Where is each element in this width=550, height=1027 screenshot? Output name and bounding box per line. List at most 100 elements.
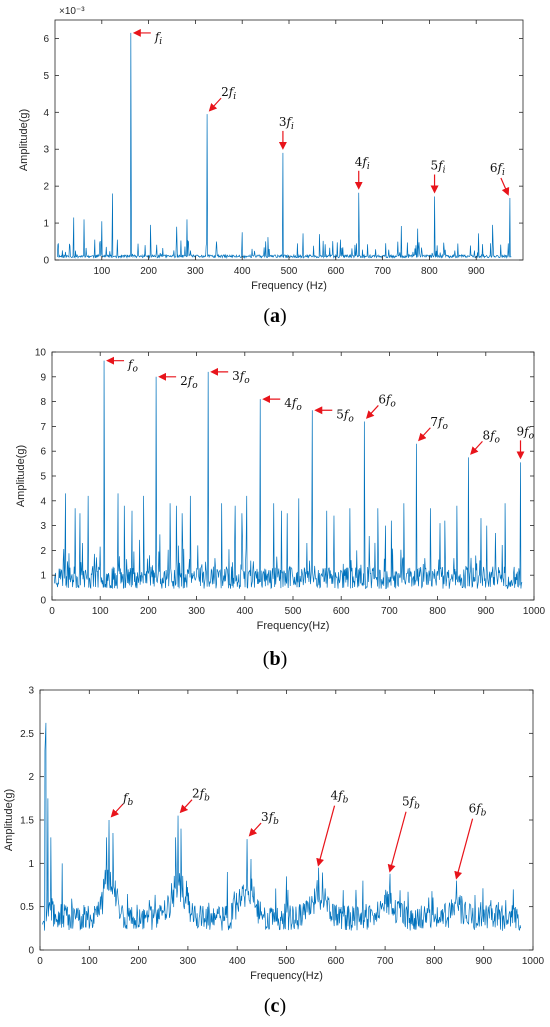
x-axis-label: Frequency(Hz)	[257, 620, 330, 632]
annotation-label-5: 6fb	[469, 802, 487, 819]
annotation-label-0: fi	[154, 30, 162, 47]
y-tick-label: 0.5	[20, 902, 34, 913]
annotation-arrow	[316, 805, 336, 867]
annotation-label-3: 4fb	[331, 789, 349, 806]
annotation-label-2: 3fb	[261, 810, 279, 827]
chart-a: 100 200 300 400 500 600 700 800 900 0 1 2 3 4 5 6 ×10⁻³ F…	[18, 6, 524, 327]
y-exponent-label: ×10⁻³	[59, 6, 85, 17]
x-tick-label: 400	[234, 266, 251, 277]
y-tick-label: 0	[28, 946, 34, 957]
annotation-arrow	[208, 97, 222, 112]
y-tick-label: 6	[40, 447, 46, 458]
x-tick-label: 800	[429, 606, 446, 617]
x-tick-label: 500	[281, 266, 298, 277]
annotation-label-2: 3fo	[232, 369, 250, 386]
x-axis-label: Frequency(Hz)	[250, 970, 323, 982]
y-tick-label: 10	[35, 348, 47, 359]
panel-label-b: (b)	[263, 648, 287, 670]
y-tick-label: 8	[40, 397, 46, 408]
annotation-arrow	[470, 440, 483, 455]
x-tick-label: 600	[327, 956, 344, 967]
x-tick-label: 0	[37, 956, 43, 967]
annotation-label-0: fo	[127, 358, 138, 375]
y-axis-label: Amplitude(g)	[3, 789, 15, 851]
panel-label-a: (a)	[263, 305, 286, 327]
y-tick-label: 7	[40, 422, 46, 433]
x-tick-label: 400	[236, 606, 253, 617]
y-tick-label: 9	[40, 372, 46, 383]
x-tick-label: 800	[426, 956, 443, 967]
chart-c: 0 100 200 300 400 500 600 700 800 900 1000 0 0.5 1 1.5…	[3, 686, 545, 1018]
y-tick-label: 2	[28, 772, 34, 783]
annotation-arrow	[418, 427, 431, 442]
y-tick-label: 2	[40, 546, 46, 557]
annotation-label-5: 6fo	[378, 392, 396, 409]
x-tick-label: 700	[377, 956, 394, 967]
y-tick-label: 6	[43, 34, 49, 45]
y-tick-label: 1.5	[20, 816, 34, 827]
x-tick-label: 300	[180, 956, 197, 967]
x-tick-label: 100	[81, 956, 98, 967]
x-tick-label: 200	[130, 956, 147, 967]
series-line	[56, 32, 512, 260]
annotation-label-5: 6fi	[490, 161, 505, 178]
annotation-label-1: 2fo	[180, 374, 198, 391]
y-tick-label: 3	[43, 145, 49, 156]
annotation-label-8: 9fo	[517, 424, 535, 441]
x-tick-label: 800	[421, 266, 438, 277]
chart-b: 0 100 200 300 400 500 600 700 800 900 1000 0 1 2 3 4 5 6 7…	[15, 348, 546, 671]
x-tick-label: 100	[93, 266, 110, 277]
x-tick-label: 300	[187, 266, 204, 277]
y-tick-label: 2	[43, 182, 49, 193]
annotation-label-4: 5fi	[431, 158, 446, 175]
y-tick-label: 3	[40, 521, 46, 532]
y-tick-label: 4	[43, 108, 49, 119]
annotation-arrow	[454, 818, 474, 880]
x-axis-label: Frequency (Hz)	[251, 280, 327, 292]
x-tick-label: 900	[468, 266, 485, 277]
annotation-arrow	[248, 822, 262, 837]
annotation-arrow	[365, 405, 379, 419]
y-tick-label: 3	[28, 686, 34, 697]
y-tick-label: 0	[43, 256, 49, 267]
annotation-label-2: 3fi	[279, 115, 294, 132]
annotation-label-1: 2fb	[192, 787, 210, 804]
series-line	[42, 722, 522, 931]
x-tick-label: 700	[381, 606, 398, 617]
panel-label-c: (c)	[264, 995, 286, 1017]
y-tick-label: 1	[40, 571, 46, 582]
y-tick-label: 1	[43, 219, 49, 230]
x-tick-label: 600	[333, 606, 350, 617]
series-line	[54, 360, 523, 590]
y-tick-label: 5	[43, 71, 49, 82]
y-tick-label: 1	[28, 859, 34, 870]
annotation-label-0: fb	[122, 791, 133, 808]
annotation-arrow	[110, 803, 124, 818]
x-tick-label: 0	[49, 606, 55, 617]
y-tick-label: 2.5	[20, 729, 34, 740]
annotation-label-3: 4fo	[284, 396, 302, 413]
annotation-arrow	[500, 177, 510, 196]
x-tick-label: 200	[140, 266, 157, 277]
y-tick-label: 4	[40, 496, 46, 507]
x-tick-label: 1000	[522, 956, 545, 967]
x-tick-label: 600	[327, 266, 344, 277]
annotation-arrow	[179, 799, 193, 814]
y-axis-label: Amplitude(g)	[18, 109, 30, 171]
axes-box	[54, 19, 524, 261]
x-tick-label: 500	[285, 606, 302, 617]
x-tick-label: 500	[278, 956, 295, 967]
x-tick-label: 100	[92, 606, 109, 617]
y-axis-label: Amplitude(g)	[15, 445, 27, 507]
x-tick-label: 400	[229, 956, 246, 967]
x-tick-label: 700	[374, 266, 391, 277]
y-tick-label: 0	[40, 596, 46, 607]
x-tick-label: 900	[475, 956, 492, 967]
x-tick-label: 200	[140, 606, 157, 617]
x-tick-label: 1000	[523, 606, 546, 617]
annotation-label-4: 5fo	[336, 407, 354, 424]
annotation-label-6: 7fo	[430, 415, 448, 432]
annotation-label-7: 8fo	[482, 428, 500, 445]
x-tick-label: 300	[188, 606, 205, 617]
